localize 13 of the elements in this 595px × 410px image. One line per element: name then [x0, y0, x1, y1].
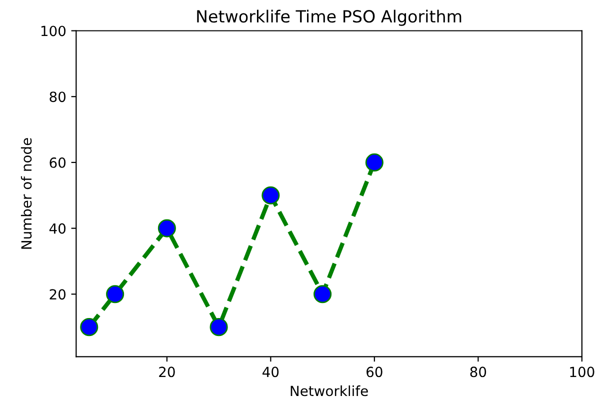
x-axis-title: Networklife	[290, 385, 368, 396]
y-tick-label: 60	[50, 157, 66, 168]
x-tick-label: 60	[366, 366, 382, 378]
chart-title: Networklife Time PSO Algorithm	[197, 10, 462, 26]
x-tick-label: 20	[159, 366, 175, 378]
x-tick-label: 100	[570, 366, 594, 378]
x-tick-label: 80	[470, 366, 486, 378]
y-tick-label: 20	[50, 289, 66, 300]
y-axis-title: Number of node	[20, 138, 32, 249]
y-tick-label: 40	[49, 223, 66, 234]
y-tick-label: 100	[41, 26, 66, 36]
x-tick-label: 40	[262, 366, 279, 378]
y-tick-label: 80	[50, 92, 66, 102]
